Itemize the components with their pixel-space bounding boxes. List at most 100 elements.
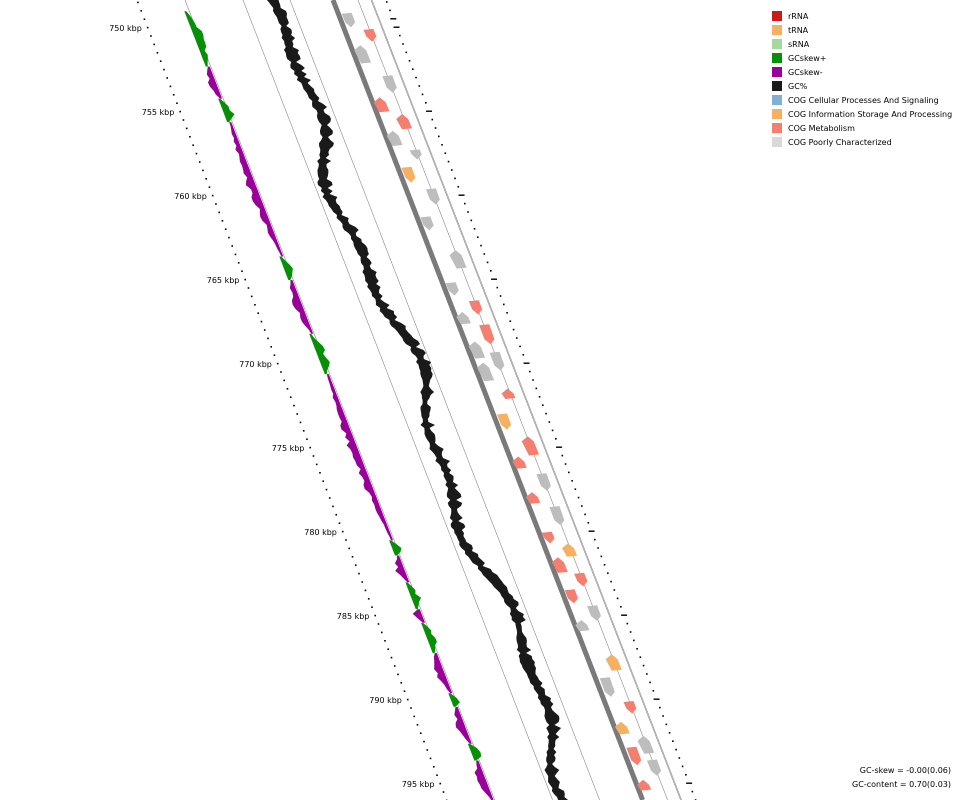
cog-feature-metabolism [468, 300, 483, 315]
cog-feature-metabolism [363, 28, 377, 42]
cog-feature-info [497, 413, 512, 430]
cog-feature-metabolism [373, 97, 390, 113]
cog-feature-poor [386, 130, 403, 146]
legend-label: COG Metabolism [788, 123, 855, 133]
cog-feature-poor [409, 149, 422, 160]
cog-feature-metabolism [564, 589, 578, 604]
cog-feature-metabolism [626, 746, 642, 766]
cog-feature-metabolism [396, 114, 412, 130]
cog-feature-metabolism [479, 324, 495, 345]
legend-label: COG Cellular Processes And Signaling [788, 95, 939, 105]
cog-feature-poor [425, 188, 440, 205]
kbp-label: 775 kbp [272, 444, 305, 453]
gc-skew-positive-segment [467, 743, 482, 761]
backbone-track [330, 0, 645, 800]
cog-feature-poor [445, 282, 459, 296]
gc-skew-negative-segment [474, 760, 494, 800]
kbp-label: 790 kbp [369, 696, 402, 705]
cog-feature-info [562, 543, 578, 557]
legend-item-trna: tRNA [772, 23, 952, 37]
legend-label: rRNA [788, 11, 809, 21]
gc-skew-positive-segment [279, 256, 293, 280]
cog-feature-poor [575, 620, 590, 632]
cog-feature-poor [646, 759, 662, 776]
cog-feature-info [615, 721, 630, 735]
gc-skew-positive-segment [405, 582, 422, 610]
legend-item-cog-poorly: COG Poorly Characterized [772, 135, 952, 149]
legend-swatch [772, 137, 782, 147]
cog-feature-poor [489, 351, 505, 371]
legend-item-cog-information: COG Information Storage And Processing [772, 107, 952, 121]
legend-swatch [772, 123, 782, 133]
cog-feature-poor [587, 605, 601, 621]
cog-feature-poor [449, 250, 467, 269]
legend-swatch [772, 109, 782, 119]
legend-swatch [772, 11, 782, 21]
track-line [370, 0, 681, 800]
gc-skew-negative-segment [206, 66, 223, 99]
kbp-label: 760 kbp [174, 192, 207, 201]
gc-skew-negative-segment [289, 280, 314, 334]
kbp-label: 765 kbp [207, 276, 240, 285]
gc-content-band [266, 0, 569, 800]
legend-label: tRNA [788, 25, 809, 35]
gc-skew-positive-segment [421, 622, 437, 653]
legend-label: GCskew- [788, 67, 823, 77]
track-line [184, 0, 495, 800]
cog-feature-poor [468, 341, 486, 359]
scale-ticks [137, 1, 697, 800]
legend-swatch [772, 39, 782, 49]
legend-swatch [772, 95, 782, 105]
backbone-line [330, 0, 645, 800]
gc-skew-stat: GC-skew = -0.00(0.06) [859, 766, 951, 775]
cog-feature-info [605, 654, 622, 671]
legend: rRNA tRNA sRNA GCskew+ GCskew- GC% COG C… [772, 9, 952, 149]
kbp-label: 795 kbp [402, 780, 435, 789]
cog-feature-poor [477, 362, 495, 382]
cog-feature-metabolism [623, 701, 637, 714]
gc-content-stat: GC-content = 0.70(0.03) [852, 780, 951, 789]
legend-label: COG Poorly Characterized [788, 137, 892, 147]
cog-feature-poor [456, 312, 471, 325]
legend-label: COG Information Storage And Processing [788, 109, 953, 119]
track-line [289, 0, 600, 800]
gc-skew-track [184, 11, 494, 800]
legend-label: sRNA [788, 39, 810, 49]
cog-feature-poor [637, 735, 655, 754]
gc-skew-negative-segment [394, 555, 410, 583]
cog-feature-metabolism [551, 557, 568, 573]
kbp-labels: 750 kbp 755 kbp 760 kbp 765 kbp 770 kbp 775 k… [109, 24, 434, 789]
legend-item-gcskew-plus: GCskew+ [772, 51, 952, 65]
cog-feature-metabolism [574, 572, 588, 587]
legend-item-cog-cellular: COG Cellular Processes And Signaling [772, 93, 952, 107]
cog-feature-poor [599, 677, 615, 697]
gc-content-track [266, 0, 569, 800]
cog-feature-poor [341, 12, 356, 28]
cog-feature-metabolism [512, 456, 527, 469]
cog-feature-poor [382, 75, 397, 93]
cog-feature-info [401, 166, 416, 183]
legend-swatch [772, 81, 782, 91]
cog-feature-metabolism [637, 779, 652, 791]
gc-skew-negative-segment [412, 609, 425, 623]
cog-feature-poor [549, 506, 565, 526]
gc-skew-negative-segment [229, 122, 284, 257]
gc-skew-positive-segment [309, 333, 330, 375]
kbp-label: 750 kbp [109, 24, 142, 33]
legend-item-gcskew-minus: GCskew- [772, 65, 952, 79]
cog-feature-metabolism [541, 531, 555, 544]
legend-item-gc-percent: GC% [772, 79, 952, 93]
gc-skew-positive-segment [389, 540, 402, 556]
cog-feature-metabolism [501, 388, 516, 399]
kbp-label: 755 kbp [142, 108, 175, 117]
kbp-label: 770 kbp [239, 360, 272, 369]
track-line [371, 0, 682, 800]
legend-swatch [772, 25, 782, 35]
cog-feature-metabolism [525, 492, 541, 504]
legend-item-srna: sRNA [772, 37, 952, 51]
legend-item-rrna: rRNA [772, 9, 952, 23]
legend-label: GC% [788, 81, 808, 91]
track-line [242, 0, 553, 800]
legend-swatch [772, 67, 782, 77]
